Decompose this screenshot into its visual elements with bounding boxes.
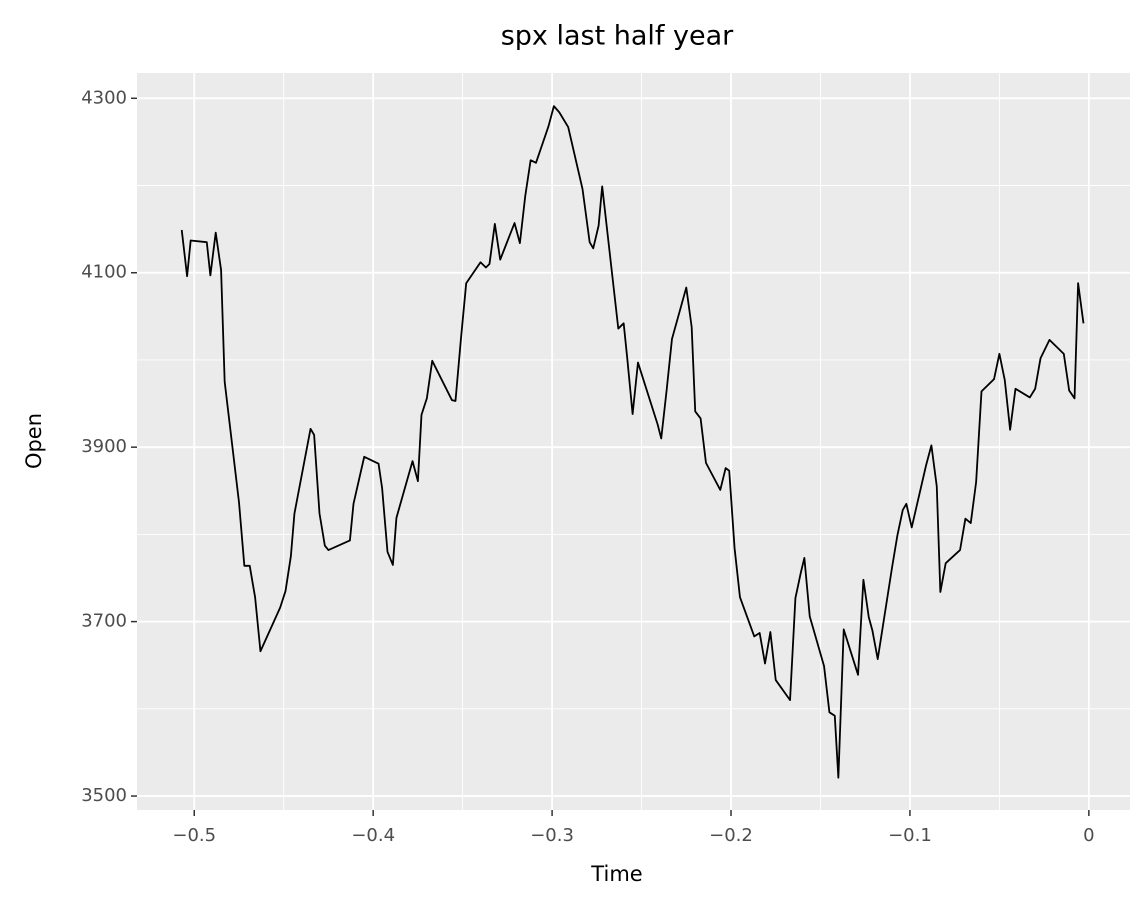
x-tick-label: −0.1 [888,825,932,846]
y-axis-title: Open [22,413,46,469]
x-tick-label: −0.2 [709,825,753,846]
x-tick-label: −0.5 [172,825,216,846]
x-tick-label: −0.4 [351,825,395,846]
y-tick-label: 3500 [81,785,127,806]
panel [137,73,1130,810]
y-tick-label: 3700 [81,611,127,632]
data-line [180,105,1085,779]
chart-title: spx last half year [501,21,734,52]
y-tick-label: 4300 [81,87,127,108]
x-tick-label: 0 [1083,825,1094,846]
y-tick-label: 4100 [81,262,127,283]
y-tick-label: 3900 [81,436,127,457]
x-axis-title: Time [590,862,642,886]
x-tick-label: −0.3 [530,825,574,846]
